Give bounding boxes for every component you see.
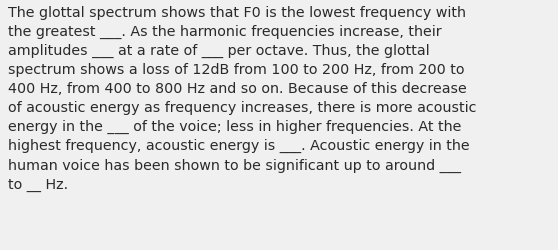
Text: The glottal spectrum shows that F0 is the lowest frequency with
the greatest ___: The glottal spectrum shows that F0 is th… xyxy=(8,6,477,191)
